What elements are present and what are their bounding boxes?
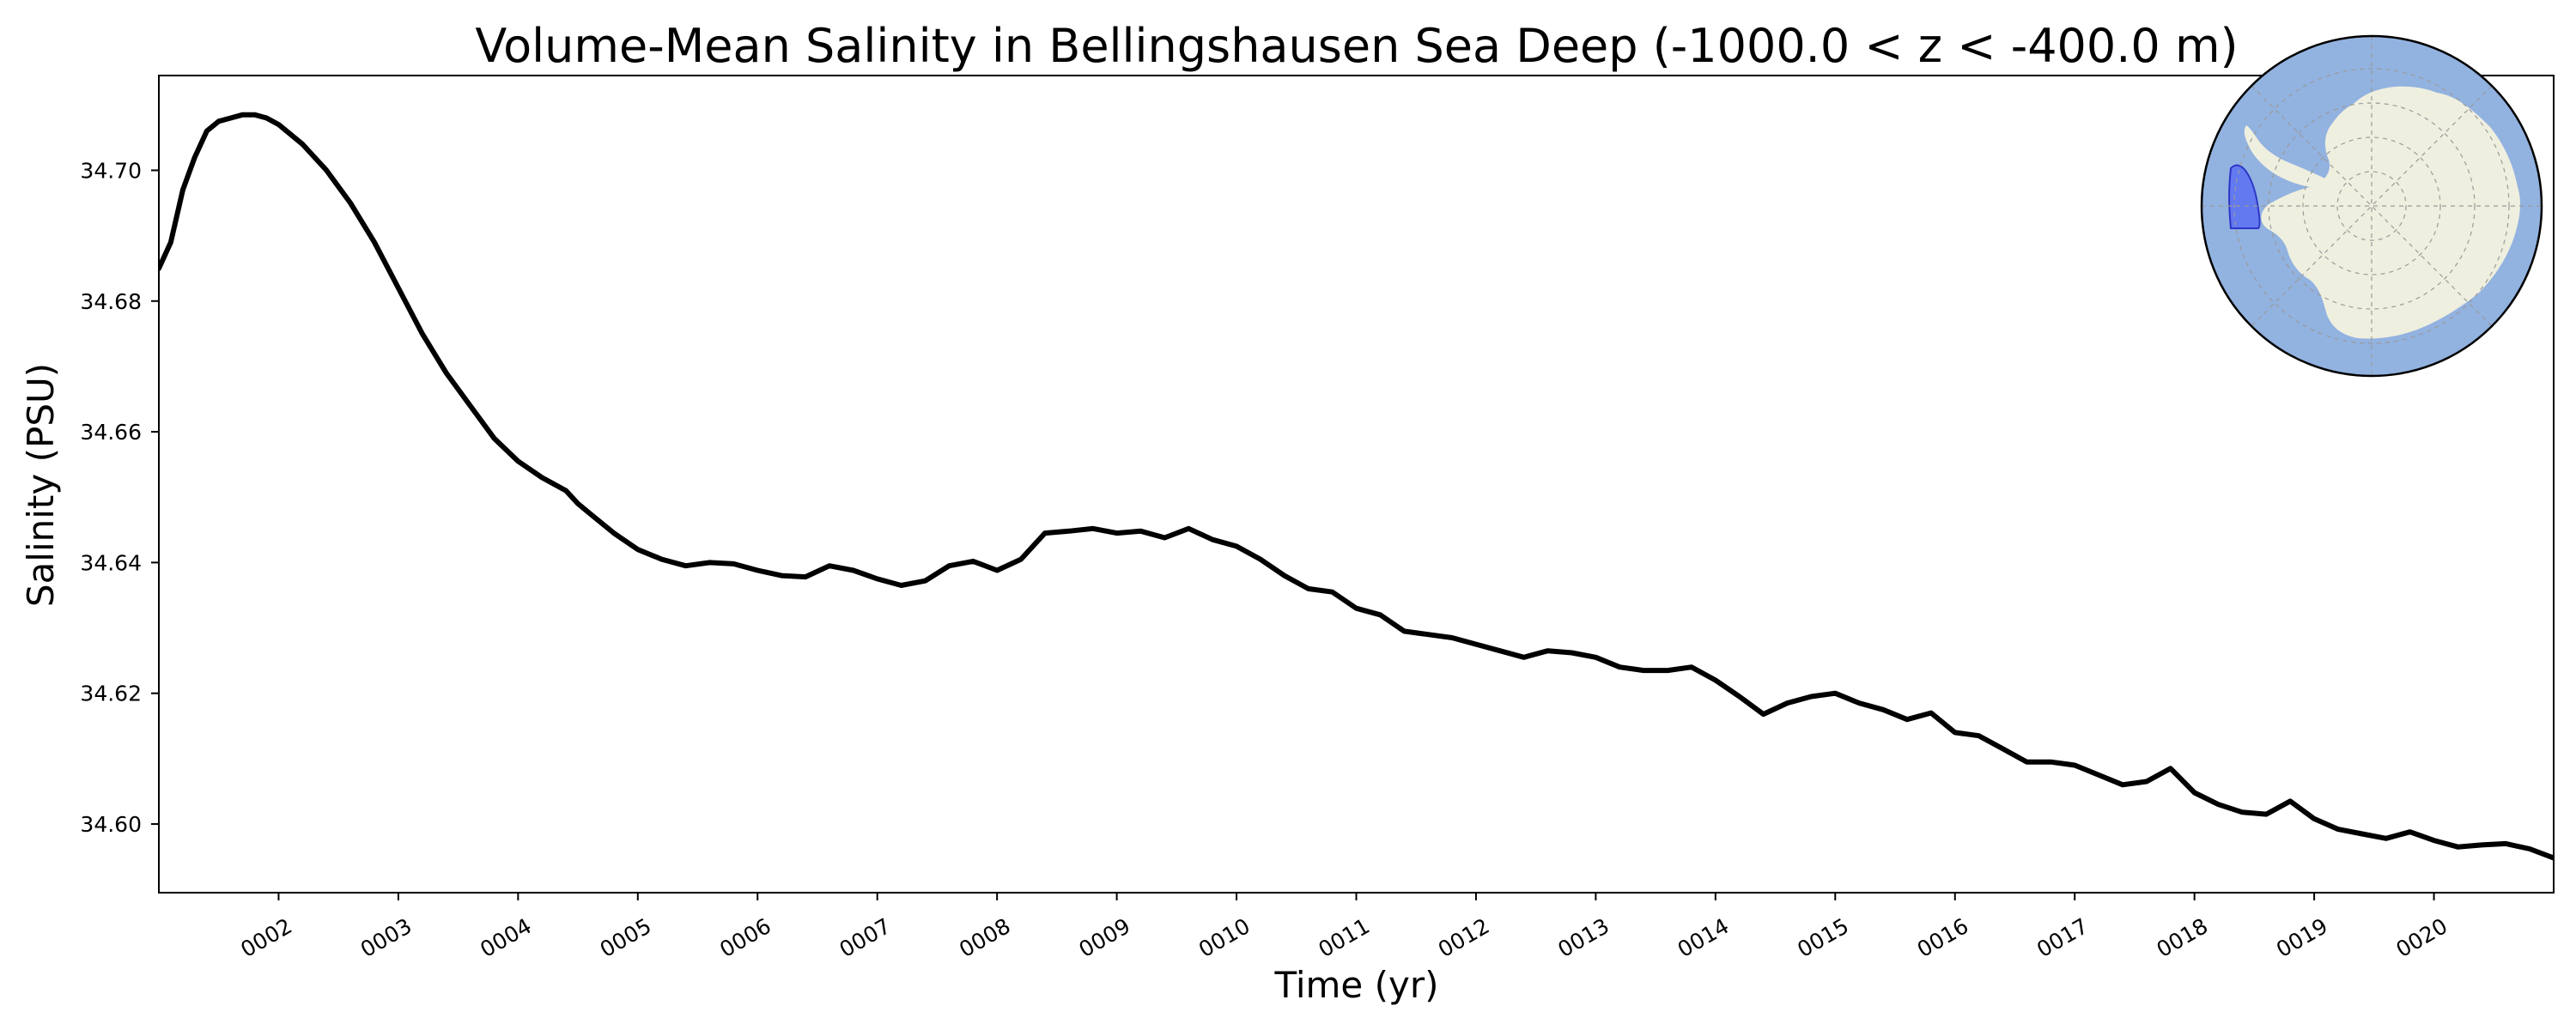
x-tick-label: 0013	[1553, 913, 1613, 962]
y-tick-label: 34.64	[80, 550, 142, 575]
x-tick-label: 0020	[2391, 913, 2451, 962]
x-tick-label: 0002	[236, 913, 296, 962]
map-border	[2200, 34, 2543, 378]
x-axis-label: Time (yr)	[1273, 964, 1438, 1006]
x-tick-label: 0018	[2153, 913, 2213, 962]
y-tick-label: 34.60	[80, 812, 142, 837]
x-tick-label: 0009	[1075, 913, 1135, 962]
map-graticule	[2202, 36, 2542, 376]
x-tick-label: 0008	[955, 913, 1015, 962]
x-tick-label: 0016	[1913, 913, 1973, 962]
x-tick-label: 0005	[596, 913, 656, 962]
x-tick-label: 0006	[715, 913, 775, 962]
x-tick-label: 0004	[476, 913, 536, 962]
y-axis-label: Salinity (PSU)	[20, 363, 62, 607]
x-tick-label: 0019	[2272, 913, 2332, 962]
x-tick-label: 0011	[1314, 913, 1374, 962]
x-tick-label: 0017	[2032, 913, 2093, 962]
antarctic-inset-map	[2200, 34, 2543, 378]
x-tick-label: 0007	[835, 913, 896, 962]
y-axis-ticks: 34.60 34.62 34.64 34.66 34.68 34.70	[80, 158, 159, 837]
x-tick-label: 0003	[356, 913, 416, 962]
x-axis-ticks: 0002 0003 0004 0005 0006 0007 0008 0009 0010 0011…	[236, 893, 2451, 962]
y-tick-label: 34.62	[80, 682, 142, 706]
y-tick-label: 34.68	[80, 289, 142, 314]
x-tick-label: 0015	[1793, 913, 1853, 962]
antarctica-landmass	[2261, 86, 2520, 339]
antarctic-peninsula	[2244, 125, 2329, 187]
y-tick-label: 34.66	[80, 420, 142, 445]
x-tick-label: 0010	[1194, 913, 1255, 962]
y-tick-label: 34.70	[80, 158, 142, 183]
plot-frame	[158, 75, 2555, 894]
x-tick-label: 0014	[1674, 913, 1734, 962]
salinity-line	[159, 112, 2554, 861]
chart-title: Volume-Mean Salinity in Bellingshausen S…	[475, 19, 2238, 73]
x-tick-label: 0012	[1434, 913, 1494, 962]
